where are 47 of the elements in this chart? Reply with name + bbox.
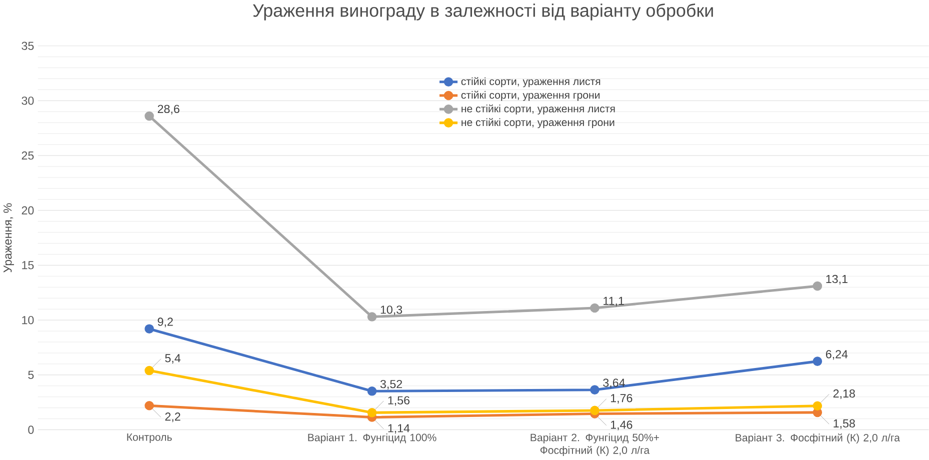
y-tick-label: 5 bbox=[28, 371, 34, 380]
point bbox=[144, 401, 154, 411]
data-label: 2,18 bbox=[833, 390, 855, 400]
legend-label: стійкі сорти, ураження листя bbox=[461, 77, 600, 88]
y-tick-label: 35 bbox=[22, 42, 34, 50]
data-label: 10,3 bbox=[380, 306, 402, 316]
point bbox=[144, 324, 154, 334]
data-label: 2,2 bbox=[165, 412, 180, 422]
y-tick-label: 15 bbox=[22, 261, 34, 270]
legend-label: не стійкі сорти, ураження грони bbox=[462, 118, 614, 128]
y-tick-label: 30 bbox=[22, 96, 34, 106]
point bbox=[812, 401, 822, 411]
y-axis-title: Ураження, % bbox=[4, 203, 14, 273]
point bbox=[367, 408, 377, 418]
y-tick-label: 25 bbox=[22, 152, 34, 160]
data-label: 1,58 bbox=[834, 420, 855, 430]
x-tick-label: Варіант 2. Фунгіцид 50%+ Фосфітний (К) 2,0 л/га bbox=[530, 434, 659, 456]
y-tick-label: 0 bbox=[28, 426, 34, 434]
data-label: 6,24 bbox=[826, 350, 848, 360]
data-label: 3,52 bbox=[380, 380, 402, 390]
data-label: 1,76 bbox=[610, 394, 632, 404]
y-tick-label: 10 bbox=[22, 316, 34, 324]
x-tick-label: Варіант 1. Фунгіцид 100% bbox=[308, 434, 436, 444]
data-label: 1,46 bbox=[610, 420, 632, 430]
point bbox=[590, 406, 600, 416]
point bbox=[367, 312, 377, 322]
x-tick-label: Контроль bbox=[127, 434, 172, 444]
data-label: 11,1 bbox=[604, 297, 624, 307]
point bbox=[812, 356, 822, 366]
point bbox=[590, 385, 600, 395]
data-label: 13,1 bbox=[826, 275, 848, 285]
point bbox=[590, 304, 600, 313]
point bbox=[144, 366, 154, 376]
data-label: 3,64 bbox=[603, 378, 625, 388]
legend-label: стійкі сорти, ураження грони bbox=[461, 91, 600, 102]
data-label: 9,2 bbox=[158, 318, 173, 328]
point bbox=[812, 282, 822, 291]
data-label: 1,14 bbox=[388, 424, 410, 434]
chart-title: Ураження винограду в залежності від варіанту обробки bbox=[252, 4, 713, 21]
point bbox=[367, 386, 377, 396]
legend-label: не стійкі сорти, ураження листя bbox=[462, 104, 615, 115]
y-tick-label: 20 bbox=[22, 206, 34, 215]
data-label: 28,6 bbox=[158, 105, 180, 115]
data-label: 1,56 bbox=[388, 396, 410, 406]
x-tick-label: Варіант 3. Фосфітний (К) 2,0 л/га bbox=[736, 434, 900, 444]
data-label: 5,4 bbox=[165, 354, 180, 364]
point bbox=[144, 112, 154, 121]
